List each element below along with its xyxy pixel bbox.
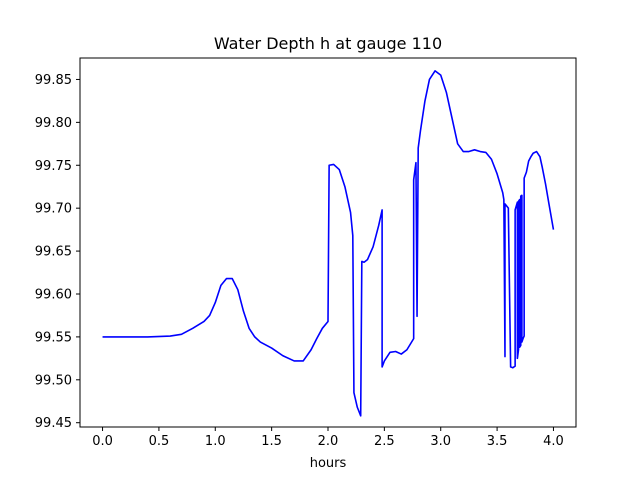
depth-series-line (102, 70, 555, 417)
y-tick-label: 99.60 (35, 287, 72, 302)
y-tick-label: 99.80 (35, 116, 72, 131)
x-tick-label: 2.0 (318, 434, 339, 449)
y-tick-label: 99.55 (35, 330, 72, 345)
y-tick-label: 99.70 (35, 202, 72, 217)
x-tick-label: 3.0 (430, 434, 451, 449)
plot-area (102, 70, 555, 417)
x-tick-label: 0.0 (92, 434, 113, 449)
x-axis-ticks: 0.0 0.5 1.0 1.5 2.0 2.5 3.0 3.5 4.0 (92, 427, 564, 449)
x-tick-label: 1.0 (205, 434, 226, 449)
y-axis-ticks: 99.45 99.50 99.55 99.60 99.65 99.70 99.75 99.80… (35, 73, 80, 431)
x-tick-label: 0.5 (149, 434, 170, 449)
x-axis-label: hours (310, 456, 347, 471)
y-tick-label: 99.75 (35, 159, 72, 174)
x-tick-label: 2.5 (374, 434, 395, 449)
x-tick-label: 3.5 (487, 434, 508, 449)
y-tick-label: 99.45 (35, 416, 72, 431)
y-tick-label: 99.65 (35, 245, 72, 260)
chart-title: Water Depth h at gauge 110 (214, 34, 442, 53)
x-tick-label: 1.5 (261, 434, 282, 449)
y-tick-label: 99.50 (35, 373, 72, 388)
y-tick-label: 99.85 (35, 73, 72, 88)
x-tick-label: 4.0 (543, 434, 564, 449)
